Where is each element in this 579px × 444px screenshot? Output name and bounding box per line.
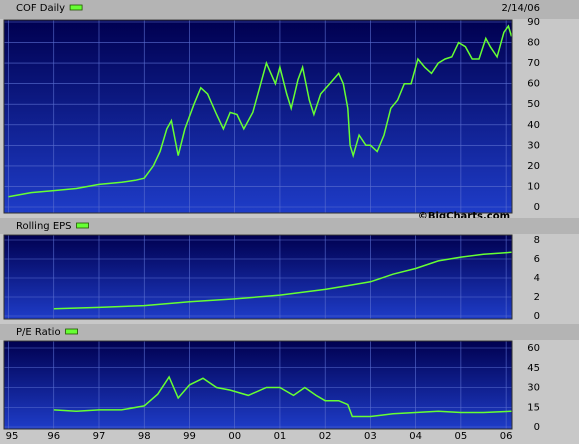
y-tick-label: 0 <box>534 311 540 322</box>
y-tick-label: 6 <box>534 254 540 265</box>
y-tick-label: 10 <box>527 181 540 192</box>
x-tick-label: 01 <box>274 431 287 442</box>
x-tick-label: 99 <box>183 431 196 442</box>
plot-area <box>4 235 512 319</box>
panel-title: COF Daily <box>16 3 65 14</box>
panel-title: Rolling EPS <box>16 221 72 232</box>
y-tick-label: 0 <box>534 422 540 433</box>
x-tick-label: 06 <box>500 431 513 442</box>
credit: ©BigCharts.com <box>418 211 510 222</box>
y-tick-label: 90 <box>527 17 540 28</box>
x-tick-label: 04 <box>409 431 422 442</box>
x-tick-label: 98 <box>138 431 151 442</box>
price-line <box>8 24 513 198</box>
y-tick-label: 20 <box>527 161 540 172</box>
plot-border <box>3 340 513 430</box>
y-tick-label: 8 <box>534 235 540 246</box>
y-tick-label: 40 <box>527 120 540 131</box>
legend-swatch <box>65 328 78 335</box>
y-tick-label: 2 <box>534 292 540 303</box>
y-tick-label: 30 <box>527 140 540 151</box>
y-tick-label: 30 <box>527 383 540 394</box>
date-label: 2/14/06 <box>501 3 540 14</box>
price-line <box>53 375 512 418</box>
y-tick-label: 80 <box>527 38 540 49</box>
x-tick-label: 95 <box>6 431 19 442</box>
y-tick-label: 0 <box>534 202 540 213</box>
x-tick-label: 96 <box>47 431 60 442</box>
x-tick-label: 03 <box>364 431 377 442</box>
plot-border <box>3 19 513 214</box>
panel-title: P/E Ratio <box>16 327 61 338</box>
price-line <box>53 251 512 310</box>
plot-border <box>3 234 513 320</box>
x-tick-label: 00 <box>228 431 241 442</box>
y-tick-label: 50 <box>527 99 540 110</box>
x-tick-label: 05 <box>455 431 468 442</box>
x-tick-label: 02 <box>319 431 332 442</box>
y-tick-label: 45 <box>527 363 540 374</box>
y-tick-label: 4 <box>534 273 540 284</box>
plot-area <box>4 20 512 213</box>
panel-header <box>0 324 579 340</box>
legend-swatch <box>69 4 83 11</box>
y-tick-label: 60 <box>527 343 540 354</box>
plot-area <box>4 341 512 429</box>
y-tick-label: 60 <box>527 79 540 90</box>
x-tick-label: 97 <box>93 431 106 442</box>
legend-swatch <box>76 222 89 229</box>
y-tick-label: 70 <box>527 58 540 69</box>
y-tick-label: 15 <box>527 402 540 413</box>
panel-header <box>0 0 579 19</box>
panel-header <box>0 218 579 234</box>
